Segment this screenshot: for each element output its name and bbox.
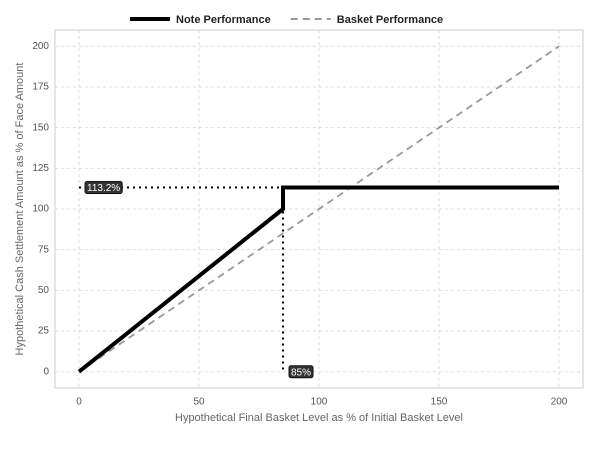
y-tick-label: 75	[38, 244, 50, 255]
y-tick-label: 200	[32, 41, 49, 52]
annotation: 113.2%	[84, 181, 123, 195]
y-tick-label: 100	[32, 204, 49, 215]
x-axis-label: Hypothetical Final Basket Level as % of …	[175, 412, 463, 424]
y-tick-label: 50	[38, 285, 50, 296]
x-tick-label: 150	[431, 397, 448, 408]
series-line	[77, 185, 559, 374]
y-tick-label: 25	[38, 326, 50, 337]
annotation-label: 85%	[291, 367, 311, 378]
x-tick-label: 0	[76, 397, 82, 408]
y-axis-label: Hypothetical Cash Settlement Amount as %…	[14, 63, 26, 356]
y-tick-label: 175	[32, 82, 49, 93]
annotation-label: 113.2%	[87, 183, 120, 194]
y-tick-label: 125	[32, 163, 49, 174]
annotation-box	[84, 181, 123, 195]
y-tick-label: 150	[32, 122, 49, 133]
legend-label: Note Performance	[176, 14, 271, 26]
x-tick-label: 50	[193, 397, 205, 408]
x-tick-label: 100	[311, 397, 328, 408]
x-tick-label: 200	[551, 397, 568, 408]
series-line	[78, 45, 560, 373]
legend-label: Basket Performance	[337, 14, 443, 26]
annotation-box	[288, 365, 314, 379]
annotation: 85%	[288, 365, 314, 379]
y-tick-label: 0	[43, 366, 49, 377]
